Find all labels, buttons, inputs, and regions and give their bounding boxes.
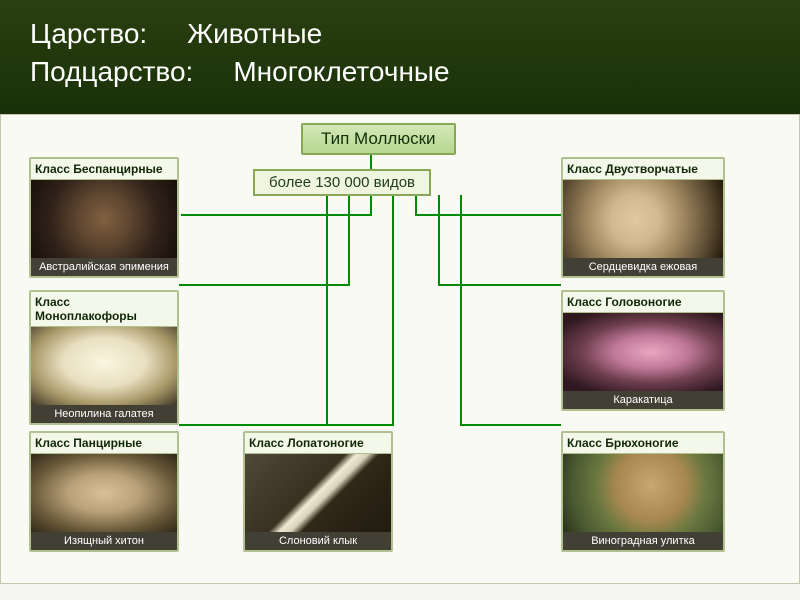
connector-line: [461, 195, 561, 425]
class-card-cephalopoda: Класс Головоногие Каракатица: [561, 290, 725, 411]
subkingdom-value: Многоклеточные: [233, 56, 449, 88]
class-title: Класс Двустворчатые: [563, 159, 723, 180]
specimen-image: [245, 454, 391, 532]
specimen-caption: Слоновий клык: [245, 532, 391, 550]
specimen-caption: Изящный хитон: [31, 532, 177, 550]
kingdom-value: Животные: [187, 18, 322, 50]
class-title: Класс Панцирные: [31, 433, 177, 454]
root-node: Тип Моллюски: [301, 123, 456, 155]
subkingdom-label: Подцарство:: [30, 56, 193, 88]
specimen-image: [31, 180, 177, 258]
class-card-bivalvia: Класс Двустворчатые Сердцевидка ежовая: [561, 157, 725, 278]
specimen-caption: Неопилина галатея: [31, 405, 177, 423]
specimen-image: [31, 454, 177, 532]
diagram-canvas: Тип Моллюски более 130 000 видов Класс Бес…: [0, 114, 800, 584]
class-card-polyplacophora: Класс Панцирные Изящный хитон: [29, 431, 179, 552]
specimen-image: [563, 454, 723, 532]
specimen-caption: Австралийская эпимения: [31, 258, 177, 276]
specimen-image: [31, 327, 177, 405]
kingdom-label: Царство:: [30, 18, 147, 50]
connector-line: [179, 195, 349, 285]
kingdom-row: Царство: Животные: [30, 18, 770, 50]
class-title: Класс Моноплакофоры: [31, 292, 177, 327]
class-card-aplacophora: Класс Беспанцирные Австралийская эпимения: [29, 157, 179, 278]
connector-line: [321, 195, 393, 425]
class-card-monoplacophora: Класс Моноплакофоры Неопилина галатея: [29, 290, 179, 425]
class-card-gastropoda: Класс Брюхоногие Виноградная улитка: [561, 431, 725, 552]
specimen-caption: Виноградная улитка: [563, 532, 723, 550]
class-title: Класс Брюхоногие: [563, 433, 723, 454]
class-title: Класс Беспанцирные: [31, 159, 177, 180]
species-count: более 130 000 видов: [253, 169, 431, 196]
specimen-image: [563, 313, 723, 391]
class-card-scaphopoda: Класс Лопатоногие Слоновий клык: [243, 431, 393, 552]
specimen-caption: Сердцевидка ежовая: [563, 258, 723, 276]
specimen-caption: Каракатица: [563, 391, 723, 409]
header: Царство: Животные Подцарство: Многоклето…: [0, 0, 800, 114]
class-title: Класс Лопатоногие: [245, 433, 391, 454]
subkingdom-row: Подцарство: Многоклеточные: [30, 56, 770, 88]
class-title: Класс Головоногие: [563, 292, 723, 313]
connector-line: [181, 195, 371, 215]
connector-line: [416, 195, 561, 215]
connector-line: [439, 195, 561, 285]
connector-line: [179, 195, 327, 425]
specimen-image: [563, 180, 723, 258]
